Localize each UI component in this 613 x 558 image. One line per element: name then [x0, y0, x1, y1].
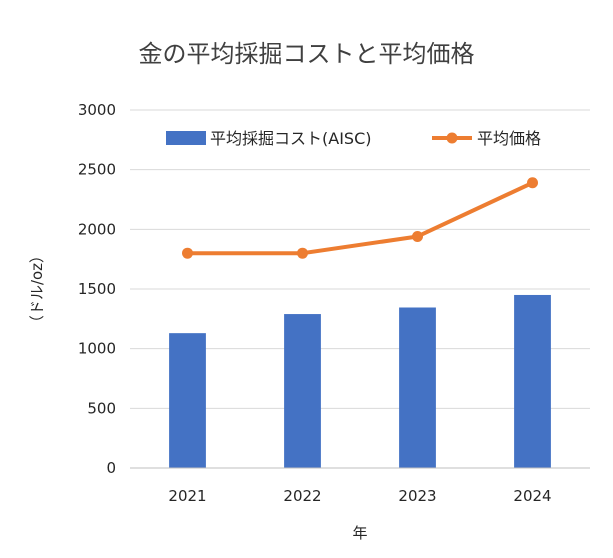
axes: 0 500 1000 1500 2000 2500 3000 2021 2022 2023 2024…: [28, 101, 590, 542]
bar: [169, 333, 206, 468]
y-tick-label: 3000: [78, 101, 116, 119]
x-tick-label: 2023: [398, 487, 436, 505]
x-tick-label: 2021: [168, 487, 206, 505]
gridlines: [130, 109, 590, 409]
legend-swatch-bar: [166, 131, 206, 145]
line-point: [297, 247, 308, 259]
bar: [514, 294, 551, 468]
line-point: [182, 247, 193, 259]
legend-label-line: 平均価格: [477, 129, 541, 148]
y-tick-label: 1500: [78, 280, 116, 298]
y-tick-label: 1000: [78, 340, 116, 358]
line-point: [412, 230, 423, 242]
y-axis-title: （ドル/oz）: [28, 248, 46, 330]
x-tick-label: 2022: [283, 487, 321, 505]
bar: [399, 307, 436, 468]
y-tick-label: 0: [106, 459, 116, 477]
line-series: [182, 177, 538, 259]
legend-swatch-marker: [446, 132, 458, 144]
price-line: [185, 180, 535, 256]
legend-label-bar: 平均採掘コスト(AISC): [210, 129, 371, 148]
y-tick-label: 2000: [78, 220, 116, 238]
y-tick-label: 2500: [78, 161, 116, 179]
y-tick-label: 500: [87, 399, 116, 417]
bar: [284, 314, 321, 468]
line-point: [527, 177, 538, 189]
legend: 平均採掘コスト(AISC) 平均価格: [166, 129, 541, 148]
chart-title: 金の平均採掘コストと平均価格: [138, 40, 475, 68]
bar-series: [169, 294, 551, 468]
x-axis-title: 年: [352, 524, 367, 542]
x-tick-label: 2024: [513, 487, 551, 505]
